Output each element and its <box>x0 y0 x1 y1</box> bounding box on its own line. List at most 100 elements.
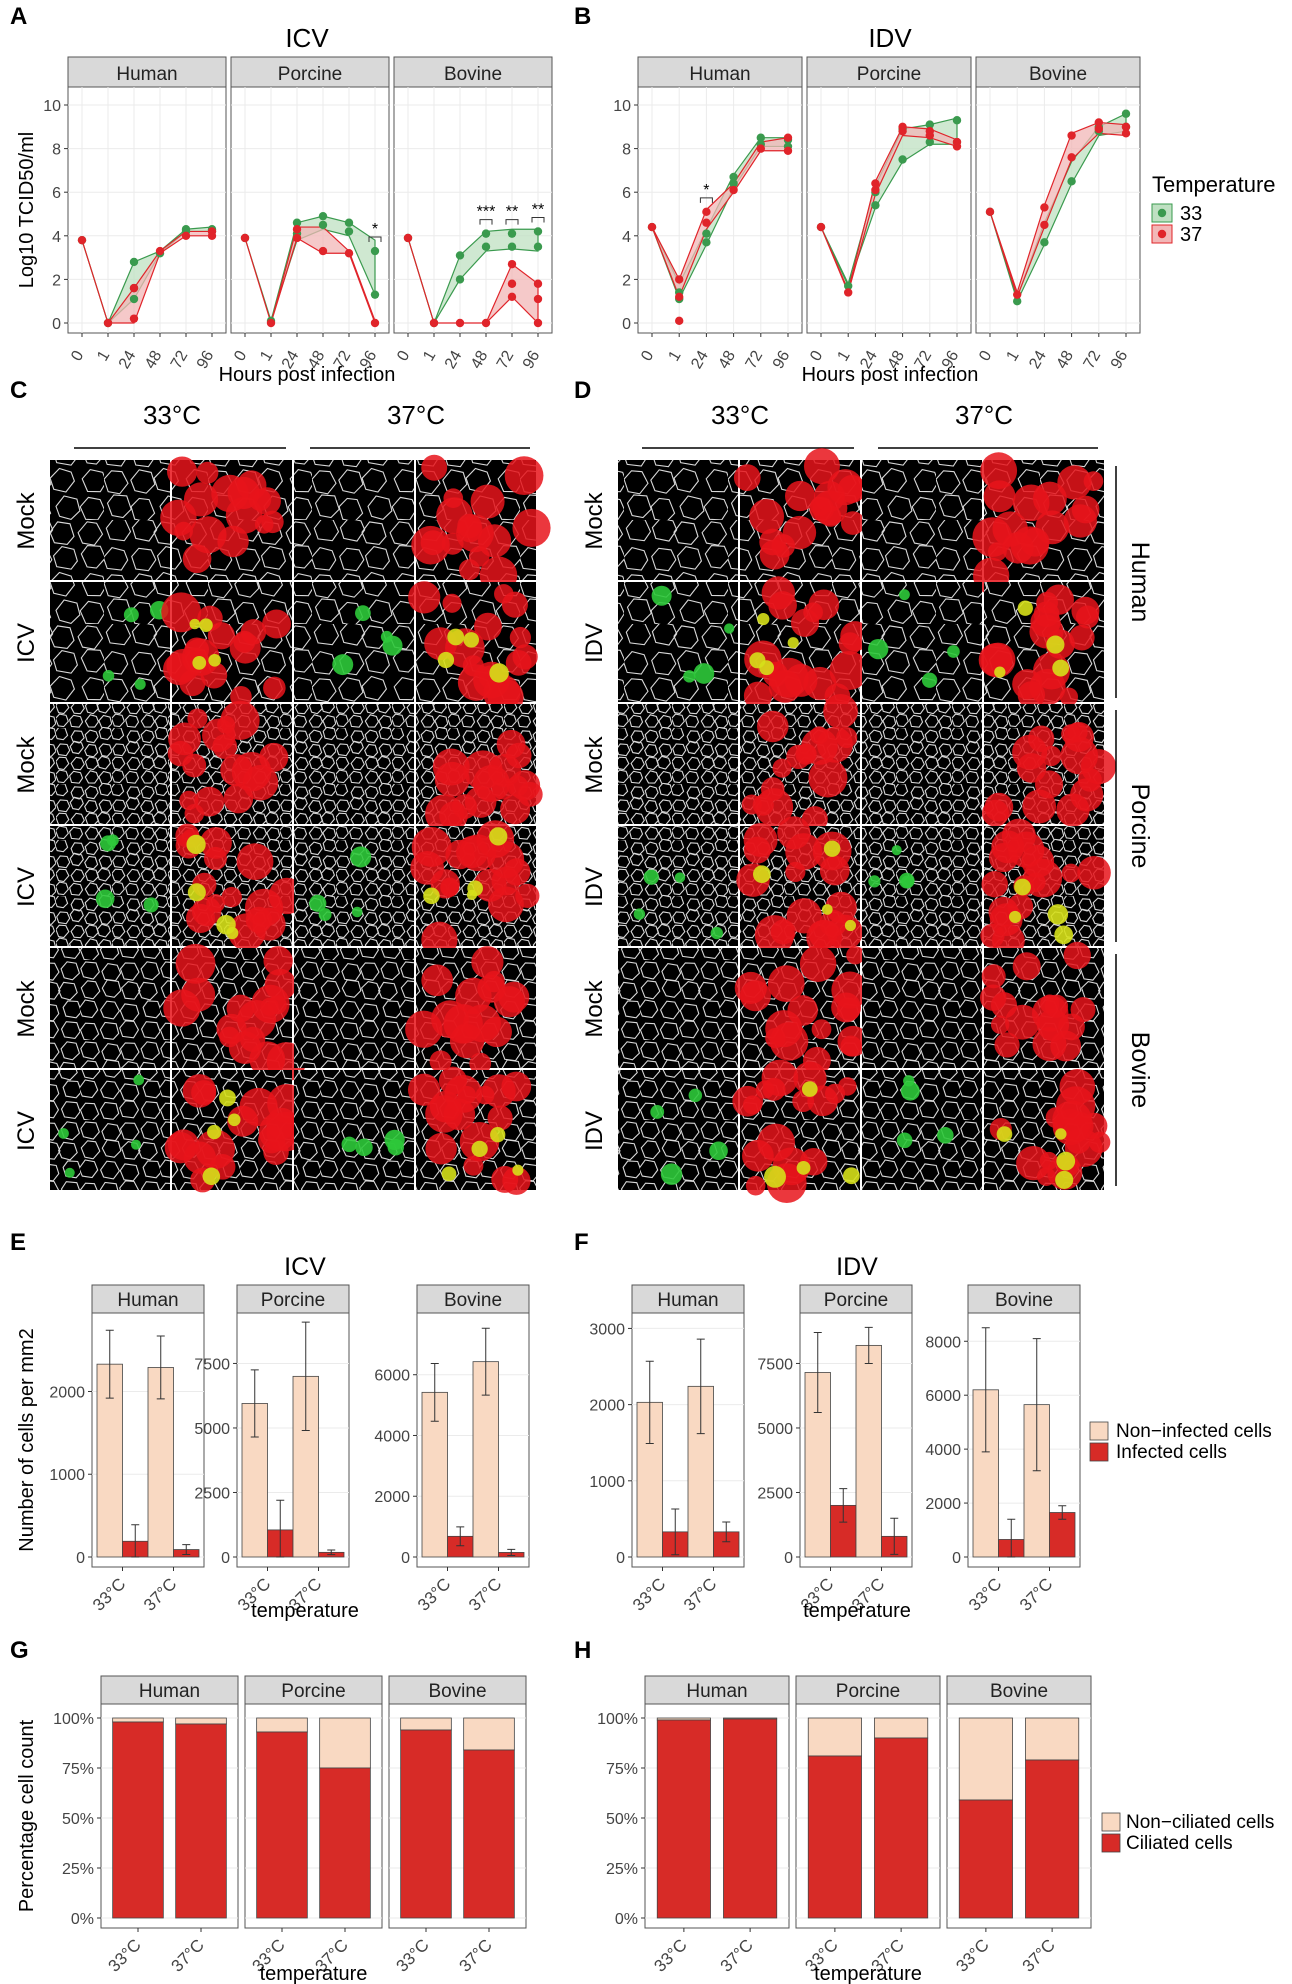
red-cell <box>980 452 1018 490</box>
x-tick-label: 72 <box>331 348 355 372</box>
point-33 <box>898 155 907 164</box>
x-tick-label: 24 <box>116 348 140 372</box>
red-cell <box>441 532 464 555</box>
red-cell <box>1083 471 1104 491</box>
red-cell <box>762 1077 786 1101</box>
chart-title: ICV <box>285 23 329 53</box>
error-bar <box>430 1362 439 1422</box>
band-37 <box>407 237 539 325</box>
red-cell <box>440 877 460 897</box>
x-tick-label: 1 <box>834 348 853 364</box>
red-cell <box>463 1004 501 1043</box>
red-cell <box>474 612 502 641</box>
red-cell <box>187 708 208 729</box>
point-33 <box>871 201 880 210</box>
red-cell <box>189 516 227 554</box>
red-cell <box>1061 863 1081 883</box>
red-cell <box>1030 607 1061 638</box>
x-tick-label: 96 <box>770 348 794 372</box>
micro-tile <box>294 460 414 580</box>
x-tick-label: 72 <box>168 348 192 372</box>
red-cell <box>183 482 219 517</box>
red-cell <box>1057 465 1092 500</box>
error-bar <box>671 1508 680 1556</box>
micro-tile-bg <box>862 1070 982 1190</box>
legend-entry: Infected cells <box>1116 1442 1227 1463</box>
green-cell <box>994 666 1006 678</box>
sig-label: ** <box>532 201 544 218</box>
x-tick-label: 33°C <box>952 1935 992 1975</box>
micro-tile <box>618 826 738 946</box>
green-cell <box>868 638 889 660</box>
x-tick-label: 24 <box>442 348 466 372</box>
sig-label: * <box>372 221 378 238</box>
red-cell <box>203 846 227 870</box>
red-cell <box>819 909 847 937</box>
sig-bracket <box>531 216 545 223</box>
x-tick-label: 0 <box>976 348 995 364</box>
green-cell <box>1052 659 1070 677</box>
x-tick-label: 33°C <box>89 1574 129 1614</box>
point-37 <box>429 318 439 328</box>
row-label: IDV <box>581 867 608 907</box>
green-cell <box>226 927 239 940</box>
micro-tile <box>618 704 738 824</box>
red-cell <box>421 964 454 997</box>
sig-bracket <box>505 219 519 225</box>
micro-tile <box>294 826 414 946</box>
green-cell <box>753 865 771 884</box>
micro-tile-bg <box>294 948 414 1068</box>
bar-ciliated <box>1025 1759 1080 1919</box>
red-cell <box>1059 687 1079 706</box>
host-brackets: Human Porcine Bovine <box>1115 466 1154 1186</box>
legend-swatch <box>1089 1421 1109 1441</box>
red-cell <box>1061 724 1081 744</box>
chart-E: ICV Human 33°C 37°C 0 1000 2000 Porcine 33°C 37°C… <box>16 1253 530 1622</box>
facet-strip <box>795 1675 941 1705</box>
panel-letter-D: D <box>574 377 591 404</box>
red-cell <box>808 758 848 798</box>
temp-header-37: 37°C <box>955 400 1013 430</box>
micro-tile <box>416 704 543 834</box>
x-tick-label: 0 <box>68 348 87 364</box>
facet-strip <box>67 56 227 88</box>
micro-tile <box>732 1059 860 1204</box>
micro-tile <box>294 1070 414 1190</box>
row-label: IDV <box>581 623 608 663</box>
red-cell <box>445 839 475 870</box>
point-37 <box>1013 290 1022 299</box>
micro-tile-bg <box>862 704 982 824</box>
facet-strip-label: Human <box>117 1290 178 1311</box>
micro-tile <box>163 943 306 1082</box>
y-tick-label: 0 <box>76 1550 85 1567</box>
red-cell <box>836 726 858 749</box>
y-tick-label: 4 <box>52 229 61 246</box>
row-label: IDV <box>581 1111 608 1151</box>
green-cell <box>759 660 775 676</box>
red-cell <box>979 984 1007 1011</box>
facet-strip-label: Bovine <box>1029 64 1087 85</box>
red-cell <box>831 971 869 1009</box>
facet-bovine: Bovine 33°C 37°C <box>388 1675 527 1976</box>
point-33 <box>756 133 765 142</box>
sig-bracket <box>368 236 382 243</box>
x-tick-label: 33°C <box>629 1574 669 1614</box>
red-cell <box>803 448 840 485</box>
red-cell <box>221 886 242 908</box>
red-cell <box>262 609 291 639</box>
red-cell <box>1070 778 1104 812</box>
green-cell <box>133 1074 145 1086</box>
micro-tile <box>618 1070 738 1190</box>
row-label: ICV <box>13 1111 40 1151</box>
green-cell <box>490 1127 506 1143</box>
green-cell <box>1047 904 1069 925</box>
facet-strip-label: Human <box>116 64 177 85</box>
point-37 <box>507 259 517 269</box>
y-tick-label: 0 <box>401 1550 410 1567</box>
y-tick-label: 75% <box>62 1761 94 1778</box>
x-tick-label: 72 <box>494 348 518 372</box>
point-33 <box>702 238 711 247</box>
red-cell <box>1069 624 1095 651</box>
red-cell <box>793 1061 827 1095</box>
facet-strip-label: Porcine <box>836 1681 900 1702</box>
